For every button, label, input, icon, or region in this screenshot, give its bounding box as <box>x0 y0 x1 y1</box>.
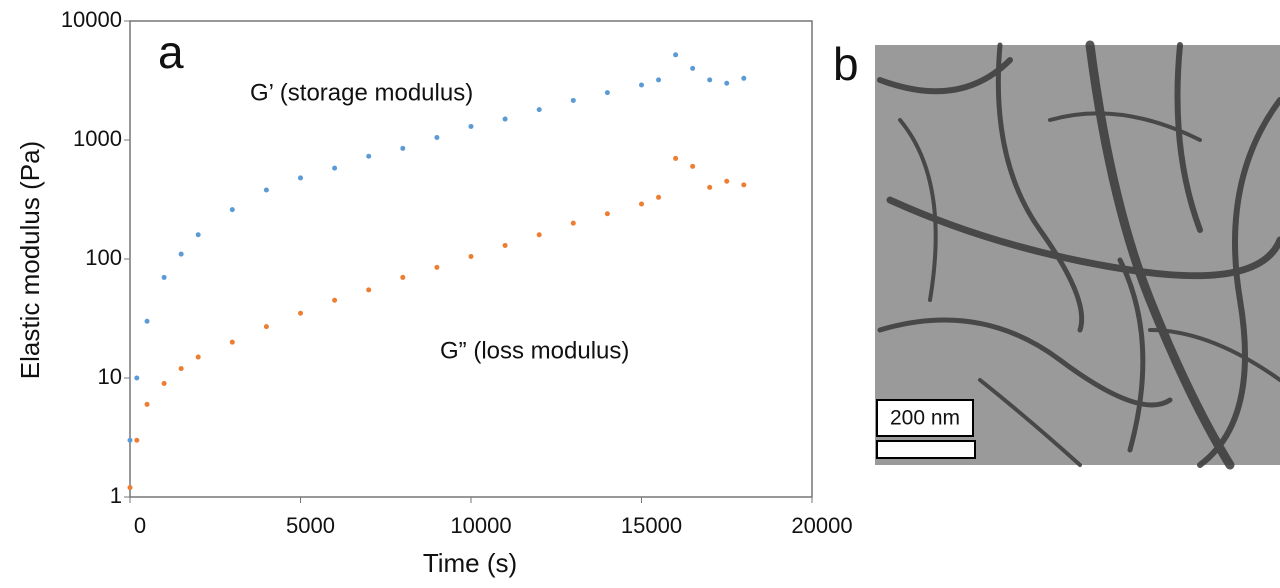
data-point <box>263 187 269 193</box>
data-point <box>332 297 338 303</box>
y-tick-label: 10 <box>98 364 122 389</box>
data-point <box>400 274 406 280</box>
data-point <box>604 211 610 217</box>
data-point <box>502 116 508 122</box>
data-point <box>332 165 338 171</box>
data-point <box>298 175 303 181</box>
data-point <box>468 123 474 129</box>
y-tick-label: 100 <box>85 245 122 270</box>
data-point <box>604 90 610 96</box>
data-point <box>134 375 140 381</box>
data-point <box>724 178 730 184</box>
data-point <box>639 201 644 207</box>
data-point <box>134 437 140 443</box>
data-point <box>229 207 235 213</box>
data-point <box>724 80 730 86</box>
data-point <box>298 310 303 316</box>
data-point <box>570 97 576 103</box>
data-point <box>144 401 150 407</box>
data-point <box>468 253 474 259</box>
data-point <box>673 52 679 58</box>
data-point <box>656 194 662 200</box>
data-point <box>366 287 372 293</box>
data-point <box>195 232 201 238</box>
y-axis-label: Elastic modulus (Pa) <box>15 141 45 379</box>
data-point <box>178 251 184 257</box>
data-point <box>434 264 440 270</box>
data-point <box>639 82 644 88</box>
data-point <box>690 163 696 169</box>
data-point <box>178 366 184 372</box>
y-tick-label: 1 <box>110 483 122 508</box>
data-point <box>570 220 576 226</box>
data-point <box>707 184 713 190</box>
data-point <box>656 77 662 83</box>
data-point <box>434 134 440 140</box>
data-point <box>536 232 542 238</box>
data-point <box>741 182 747 188</box>
data-point <box>127 437 133 443</box>
data-point <box>195 354 201 360</box>
data-point <box>536 107 542 113</box>
data-point <box>690 65 696 71</box>
y-tick-label: 10000 <box>61 7 122 32</box>
data-point <box>400 145 406 151</box>
data-point <box>229 339 235 345</box>
series-annotation: G” (loss modulus) <box>440 337 629 364</box>
data-point <box>502 242 508 248</box>
data-point <box>127 485 133 491</box>
scale-bar-label: 200 nm <box>890 407 960 430</box>
x-tick-label: 20000 <box>791 513 852 538</box>
data-point <box>673 155 679 161</box>
x-axis-label: Time (s) <box>423 548 517 578</box>
panel-label: b <box>833 38 859 90</box>
x-tick-label: 5000 <box>286 513 335 538</box>
tem-image <box>875 40 1280 470</box>
data-point <box>161 274 167 280</box>
x-tick-label: 0 <box>134 513 146 538</box>
y-tick-label: 1000 <box>73 126 122 151</box>
data-point <box>161 380 167 386</box>
data-point <box>707 77 713 83</box>
data-point <box>144 318 150 324</box>
x-tick-label: 15000 <box>621 513 682 538</box>
data-point <box>263 324 269 330</box>
data-point <box>741 75 747 81</box>
x-tick-label: 10000 <box>450 513 511 538</box>
panel-label: a <box>158 26 184 78</box>
data-point <box>366 153 372 159</box>
series-annotation: G’ (storage modulus) <box>250 79 473 106</box>
